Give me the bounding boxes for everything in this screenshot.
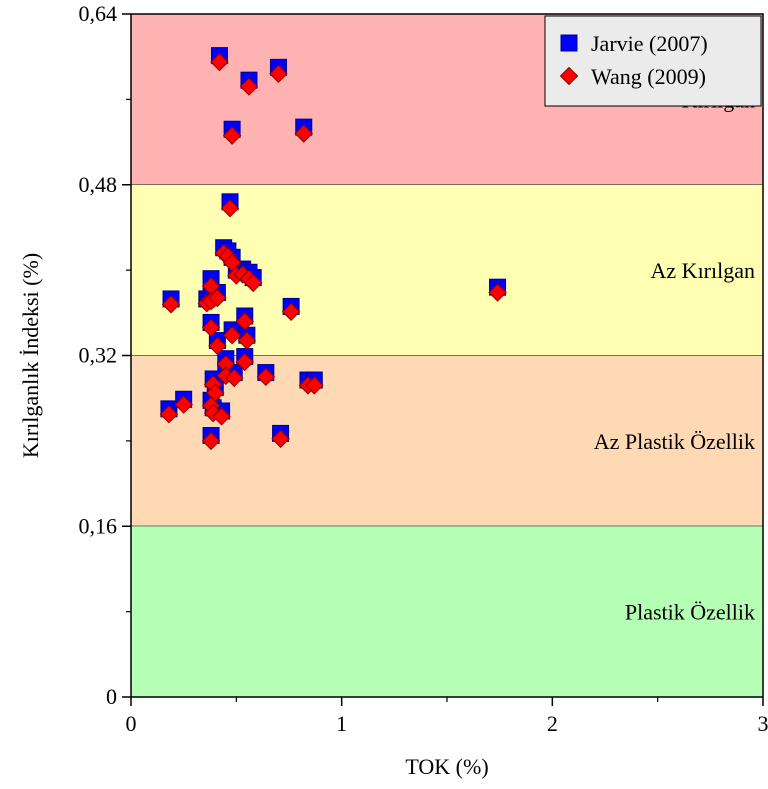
legend: Jarvie (2007) Wang (2009) (544, 15, 762, 107)
legend-entry-label: Jarvie (2007) (591, 31, 708, 56)
wang-point (212, 407, 231, 426)
y-tick-label: 0,16 (79, 513, 118, 538)
legend-entry-label: Wang (2009) (591, 64, 706, 89)
wang-point (237, 331, 257, 350)
x-tick-label: 3 (758, 711, 768, 736)
axes: 0 1 2 3 0 0,16 0,32 0,48 0,64 (79, 1, 768, 736)
wang-point (201, 431, 221, 451)
wang-point (208, 288, 227, 308)
wang-point (210, 52, 229, 72)
wang-point (294, 124, 313, 143)
wang-point (235, 312, 254, 331)
wang-point (159, 404, 179, 424)
zone-label: Plastik Özellik (625, 600, 755, 625)
wang-point (269, 64, 288, 83)
wang-point (225, 368, 244, 388)
wang-point (239, 77, 259, 96)
y-tick-label: 0,64 (79, 1, 118, 26)
wang-point (208, 336, 227, 356)
zone-band (131, 526, 763, 697)
legend-square-icon (560, 34, 578, 52)
wang-point (488, 283, 507, 302)
wang-point (305, 376, 324, 395)
wang-point (271, 429, 290, 448)
legend-diamond-icon (559, 66, 579, 86)
y-tick-label: 0,48 (79, 172, 118, 197)
wang-point (201, 318, 221, 337)
wang-point (220, 199, 240, 218)
x-tick-label: 2 (547, 711, 558, 736)
x-tick-label: 1 (336, 711, 347, 736)
series-wang (159, 52, 507, 451)
wang-point (256, 367, 276, 387)
scatter-markers (159, 47, 507, 451)
wang-point (161, 295, 181, 314)
zone-label: Az Plastik Özellik (594, 429, 755, 454)
wang-point (243, 273, 263, 293)
wang-point (222, 326, 242, 345)
x-axis-title: TOK (%) (405, 754, 488, 779)
wang-point (281, 302, 301, 321)
zone-label: Az Kırılgan (651, 258, 755, 283)
legend-box (544, 15, 762, 107)
y-tick-label: 0,32 (79, 343, 118, 368)
y-axis-title: Kırılganlık İndeksi (%) (18, 253, 43, 458)
wang-point (235, 352, 254, 372)
x-tick-label: 0 (126, 711, 137, 736)
wang-point (174, 395, 193, 414)
y-tick-label: 0 (106, 684, 117, 709)
wang-point (222, 126, 242, 145)
